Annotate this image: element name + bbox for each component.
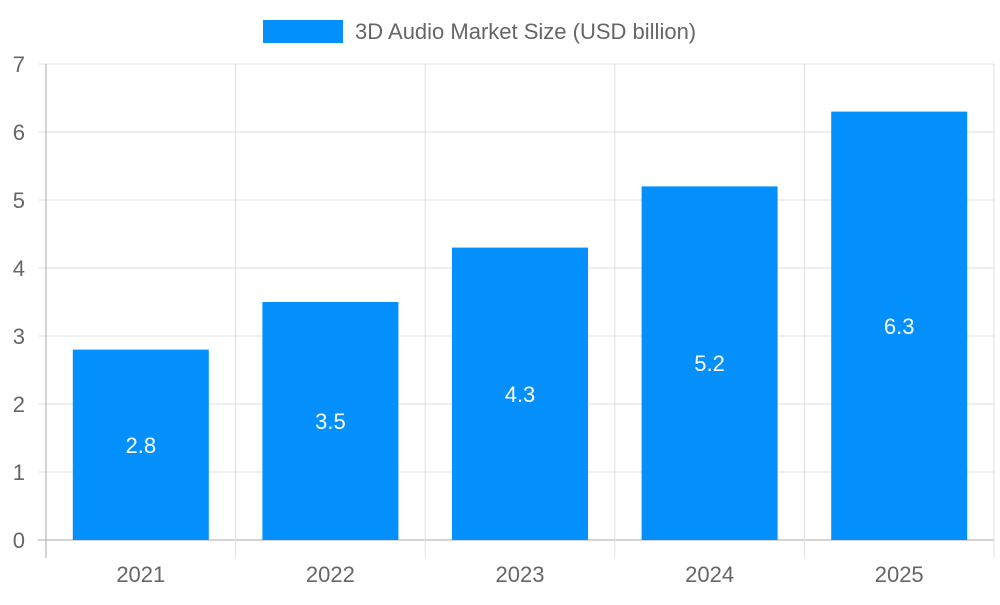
x-tick-label: 2022 — [306, 562, 355, 587]
legend[interactable]: 3D Audio Market Size (USD billion) — [263, 19, 696, 44]
data-label: 6.3 — [884, 314, 915, 339]
y-tick-label: 0 — [13, 528, 25, 553]
y-tick-label: 2 — [13, 392, 25, 417]
y-tick-label: 6 — [13, 120, 25, 145]
legend-label: 3D Audio Market Size (USD billion) — [355, 19, 696, 44]
x-tick-label: 2023 — [496, 562, 545, 587]
x-tick-label: 2025 — [875, 562, 924, 587]
bar-2022[interactable] — [262, 302, 399, 540]
y-tick-label: 3 — [13, 324, 25, 349]
data-label: 3.5 — [315, 409, 346, 434]
data-label: 5.2 — [694, 351, 725, 376]
data-label: 2.8 — [126, 433, 157, 458]
bar-2024[interactable] — [641, 186, 778, 540]
bar-2021[interactable] — [72, 349, 209, 540]
x-tick-label: 2021 — [116, 562, 165, 587]
y-tick-label: 4 — [13, 256, 25, 281]
bars: 2.8 3.5 4.3 5.2 6.3 — [72, 111, 968, 540]
x-tick-label: 2024 — [685, 562, 734, 587]
data-label: 4.3 — [505, 382, 536, 407]
axes: 0 1 2 3 4 5 6 7 2021 2022 2023 2024 2025 — [13, 52, 924, 587]
bar-2023[interactable] — [452, 247, 588, 540]
y-tick-label: 1 — [13, 460, 25, 485]
y-tick-label: 5 — [13, 188, 25, 213]
bar-2025[interactable] — [831, 111, 968, 540]
legend-swatch — [263, 20, 343, 43]
y-tick-label: 7 — [13, 52, 25, 77]
